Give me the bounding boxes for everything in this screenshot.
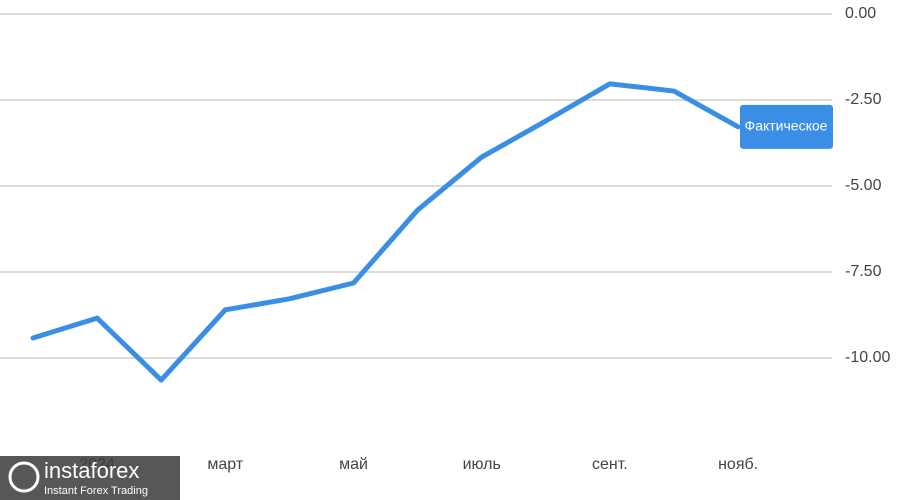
watermark-logo xyxy=(8,461,40,493)
series-label: Фактическое xyxy=(745,118,828,134)
y-tick-label: -5.00 xyxy=(845,177,882,194)
x-tick-label: сент. xyxy=(592,456,628,473)
x-tick-label: нояб. xyxy=(718,456,758,473)
y-tick-label: -7.50 xyxy=(845,263,882,280)
data-line xyxy=(30,81,741,383)
x-tick-label: июль xyxy=(463,456,501,473)
y-tick-label: 0.00 xyxy=(845,5,876,22)
watermark: instaforex Instant Forex Trading xyxy=(0,456,180,500)
y-tick-label: -10.00 xyxy=(845,349,890,366)
x-tick-label: май xyxy=(339,456,368,473)
watermark-brand: instaforex xyxy=(44,458,139,483)
series-label-box xyxy=(740,104,833,149)
y-tick-label: -2.50 xyxy=(845,91,882,108)
x-tick-label: март xyxy=(207,456,243,473)
watermark-tagline: Instant Forex Trading xyxy=(44,485,148,497)
